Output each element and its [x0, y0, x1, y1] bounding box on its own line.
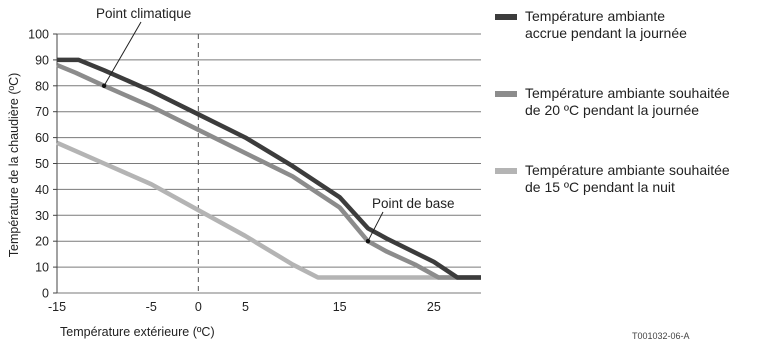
x-tick-label: -15 [48, 300, 66, 314]
y-tick-label: 10 [35, 261, 49, 275]
x-tick-label: 5 [242, 300, 249, 314]
legend: Température ambiante accrue pendant la j… [493, 8, 763, 196]
series-lines [56, 57, 481, 280]
legend-swatch [495, 91, 517, 97]
legend-item: Température ambiante accrue pendant la j… [493, 8, 763, 42]
annotation-label: Point de base [372, 196, 455, 211]
legend-swatch [495, 14, 517, 20]
annotation-leader-line [367, 211, 384, 242]
y-tick-label: 30 [35, 209, 49, 223]
x-tick-label: 15 [333, 300, 347, 314]
y-tick-label: 40 [35, 183, 49, 197]
y-tick-label: 20 [35, 235, 49, 249]
legend-label-line: de 15 ºC pendant la nuit [525, 179, 675, 195]
y-tick-label: 100 [28, 28, 49, 42]
series-line [56, 140, 481, 280]
annotations: Point climatique Point de base [96, 6, 455, 244]
annotation-label: Point climatique [96, 6, 191, 21]
y-tick-label: 80 [35, 79, 49, 93]
y-tick-label: 0 [42, 287, 49, 301]
axes [53, 33, 58, 294]
figure-reference-code: T001032-06-A [632, 331, 690, 341]
y-tick-label: 60 [35, 131, 49, 145]
legend-label-line: de 20 ºC pendant la journée [525, 102, 700, 118]
annotation-leader-line [103, 21, 142, 87]
legend-item: Température ambiante souhaitée de 15 ºC … [493, 162, 763, 196]
annotation-point [365, 239, 371, 244]
annotation-point [101, 83, 107, 89]
legend-label-line: accrue pendant la journée [525, 25, 687, 41]
x-tick-label: 0 [195, 300, 202, 314]
y-tick-label: 50 [35, 157, 49, 171]
legend-item: Température ambiante souhaitée de 20 ºC … [493, 85, 763, 119]
series-line [57, 57, 481, 280]
x-tick-label: 25 [427, 300, 441, 314]
legend-label-line: Température ambiante souhaitée [525, 85, 730, 101]
x-tick-label: -5 [146, 300, 157, 314]
legend-label-line: Température ambiante souhaitée [525, 162, 730, 178]
legend-swatch [495, 168, 517, 174]
tick-labels: 0 10 20 30 40 50 60 70 80 90 100 -15 -5 0 5 15 25 [28, 28, 441, 315]
y-axis-label: Température de la chaudière (ºC) [7, 73, 21, 258]
y-tick-label: 70 [35, 105, 49, 119]
legend-label-line: Température ambiante [525, 8, 666, 24]
x-axis-label: Température extérieure (ºC) [60, 325, 215, 339]
y-tick-label: 90 [35, 53, 49, 67]
